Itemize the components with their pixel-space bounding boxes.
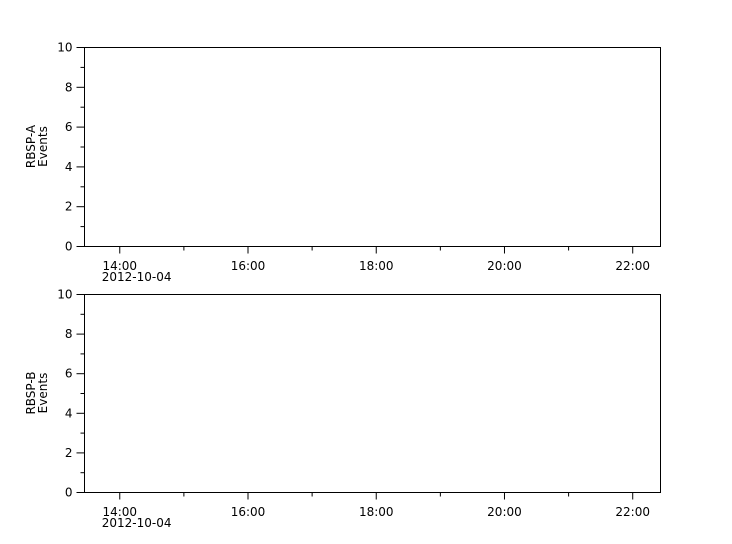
- y-tick-label: 8: [65, 327, 73, 341]
- x-tick-label: 18:00: [359, 259, 394, 273]
- y-axis-label-line2: Events: [36, 126, 50, 167]
- y-axis-label-line1: RBSP-A: [24, 124, 38, 168]
- x-tick-label: 20:00: [487, 259, 522, 273]
- y-axis-label-line2: Events: [36, 373, 50, 414]
- plot-frame-0: [84, 47, 661, 247]
- y-tick-label: 6: [65, 120, 73, 134]
- y-axis-label-line1: RBSP-B: [24, 371, 38, 414]
- date-label: 2012-10-04: [102, 270, 172, 284]
- x-tick-label: 18:00: [359, 505, 394, 519]
- y-tick-label: 0: [65, 240, 73, 254]
- x-tick-label: 16:00: [231, 259, 266, 273]
- y-tick-label: 4: [65, 406, 73, 420]
- x-tick-label: 22:00: [615, 505, 650, 519]
- y-tick-label: 8: [65, 80, 73, 94]
- date-label: 2012-10-04: [102, 516, 172, 530]
- plot-frame-1: [84, 294, 661, 493]
- y-tick-label: 2: [65, 200, 73, 214]
- x-tick-label: 16:00: [231, 505, 266, 519]
- y-tick-label: 10: [57, 288, 72, 302]
- x-tick-label: 20:00: [487, 505, 522, 519]
- y-tick-label: 2: [65, 446, 73, 460]
- x-tick-label: 14:00: [102, 505, 137, 519]
- y-tick-label: 4: [65, 160, 73, 174]
- y-tick-label: 10: [57, 41, 72, 55]
- y-tick-label: 0: [65, 486, 73, 500]
- x-tick-label: 14:00: [102, 259, 137, 273]
- y-tick-label: 6: [65, 367, 73, 381]
- x-tick-label: 22:00: [615, 259, 650, 273]
